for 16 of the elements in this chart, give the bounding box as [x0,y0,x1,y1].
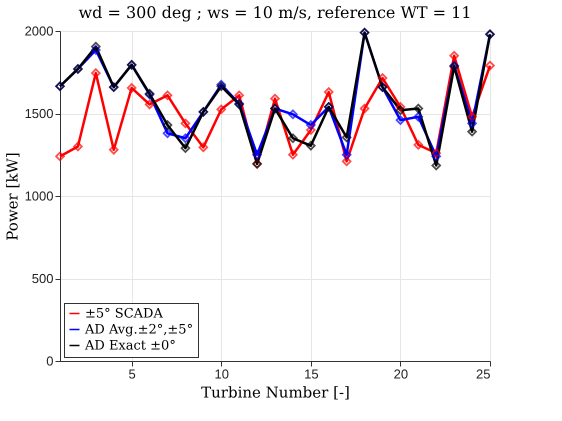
legend-label: ±5° SCADA [85,306,164,322]
x-tick-label: 5 [128,366,136,382]
x-tick-label: 10 [214,366,229,382]
y-tick-label: 0 [46,354,54,368]
x-tick-label: 25 [476,366,490,382]
chart-title: wd = 300 deg ; ws = 10 m/s, reference WT = 11 [78,3,472,22]
x-axis-title: Turbine Number [-] [201,384,350,402]
y-tick-label: 1500 [24,106,54,121]
y-axis-title: Power [kW] [4,152,22,241]
legend-label: AD Exact ±0° [84,338,176,354]
y-tick-label: 2000 [24,24,54,38]
legend-label: AD Avg.±2°,±5° [84,322,194,338]
x-tick-label: 20 [394,366,408,382]
y-tick-label: 500 [32,271,54,286]
x-tick-label: 15 [304,366,319,382]
y-tick-label: 1000 [24,188,54,204]
